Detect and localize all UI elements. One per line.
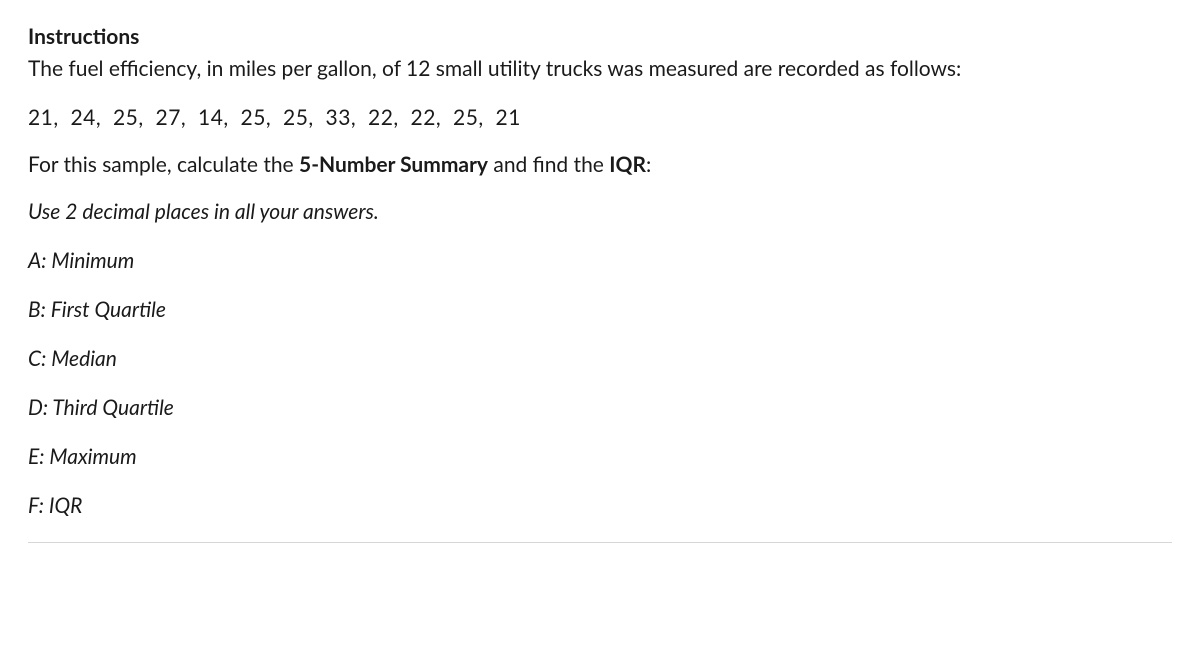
prompt-mid: and find the [488, 152, 609, 177]
answer-f: F: IQR [28, 493, 1172, 518]
answer-a: A: Minimum [28, 248, 1172, 273]
prompt-pre: For this sample, calculate the [28, 152, 299, 177]
prompt-bold-1: 5-Number Summary [299, 152, 488, 177]
data-values: 21, 24, 25, 27, 14, 25, 25, 33, 22, 22, … [28, 105, 1172, 130]
instructions-heading: Instructions [28, 24, 1172, 49]
instructions-intro: The fuel efficiency, in miles per gallon… [28, 53, 1172, 85]
prompt-post: : [646, 152, 651, 177]
prompt-line: For this sample, calculate the 5-Number … [28, 152, 1172, 177]
bottom-divider [28, 542, 1172, 543]
answer-b: B: First Quartile [28, 297, 1172, 322]
prompt-bold-2: IQR [609, 152, 646, 177]
answer-c: C: Median [28, 346, 1172, 371]
answer-d: D: Third Quartile [28, 395, 1172, 420]
answer-e: E: Maximum [28, 444, 1172, 469]
decimal-note: Use 2 decimal places in all your answers… [28, 199, 1172, 224]
